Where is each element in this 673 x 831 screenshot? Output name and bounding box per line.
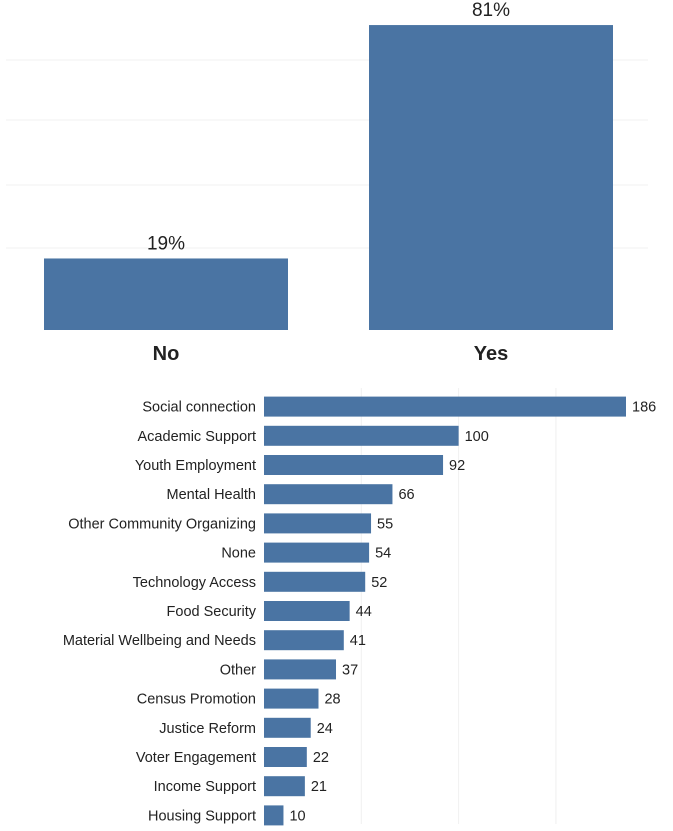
bar-other-community-organizing <box>264 513 372 534</box>
value-label-housing-support: 10 <box>289 808 305 824</box>
bar-census-promotion <box>264 688 319 709</box>
category-label-other-community-organizing: Other Community Organizing <box>68 516 256 532</box>
bar-no <box>44 258 288 330</box>
value-label-technology-access: 52 <box>371 575 387 591</box>
category-label-social-connection: Social connection <box>142 400 256 416</box>
bar-material-wellbeing-and-needs <box>264 630 344 651</box>
bar-academic-support <box>264 425 459 446</box>
category-label-none: None <box>221 546 256 562</box>
category-label-census-promotion: Census Promotion <box>137 692 256 708</box>
bar-yes <box>369 25 613 330</box>
bar-justice-reform <box>264 717 311 738</box>
category-label-technology-access: Technology Access <box>133 575 256 591</box>
value-label-material-wellbeing-and-needs: 41 <box>350 633 366 649</box>
category-label-youth-employment: Youth Employment <box>135 458 256 474</box>
bar-voter-engagement <box>264 747 307 767</box>
bar-youth-employment <box>264 455 444 475</box>
bar-none <box>264 542 370 563</box>
value-label-census-promotion: 28 <box>324 692 340 708</box>
bar-other <box>264 659 337 680</box>
value-label-voter-engagement: 22 <box>313 750 329 766</box>
category-label-food-security: Food Security <box>167 604 257 620</box>
category-label-no: No <box>153 343 180 365</box>
value-label-other-community-organizing: 55 <box>377 516 393 532</box>
value-label-mental-health: 66 <box>398 487 414 503</box>
value-label-other: 37 <box>342 662 358 678</box>
bar-food-security <box>264 601 350 621</box>
value-label-social-connection: 186 <box>632 400 656 416</box>
bar-technology-access <box>264 571 366 592</box>
value-label-justice-reform: 24 <box>317 721 333 737</box>
value-label-none: 54 <box>375 546 391 562</box>
value-label-income-support: 21 <box>311 779 327 795</box>
bar-income-support <box>264 776 305 797</box>
bar-social-connection <box>264 396 626 417</box>
value-label-yes: 81% <box>472 0 510 21</box>
category-label-justice-reform: Justice Reform <box>159 721 256 737</box>
bottom-bar-chart: Social connection 186 Academic Support 100 Y… <box>63 396 656 826</box>
bar-housing-support <box>264 805 284 826</box>
category-label-mental-health: Mental Health <box>167 487 256 503</box>
category-label-housing-support: Housing Support <box>148 808 256 824</box>
category-label-material-wellbeing-and-needs: Material Wellbeing and Needs <box>63 633 256 649</box>
value-label-no: 19% <box>147 233 185 254</box>
bar-mental-health <box>264 484 393 505</box>
category-label-yes: Yes <box>474 343 508 365</box>
bottom-chart-gridlines <box>360 388 557 824</box>
value-label-academic-support: 100 <box>465 429 489 445</box>
category-label-income-support: Income Support <box>154 779 256 795</box>
category-label-voter-engagement: Voter Engagement <box>136 750 256 766</box>
category-label-academic-support: Academic Support <box>138 429 256 445</box>
value-label-food-security: 44 <box>356 604 372 620</box>
top-bar-chart: 19% No 81% Yes <box>44 0 613 365</box>
value-label-youth-employment: 92 <box>449 458 465 474</box>
category-label-other: Other <box>220 662 256 678</box>
